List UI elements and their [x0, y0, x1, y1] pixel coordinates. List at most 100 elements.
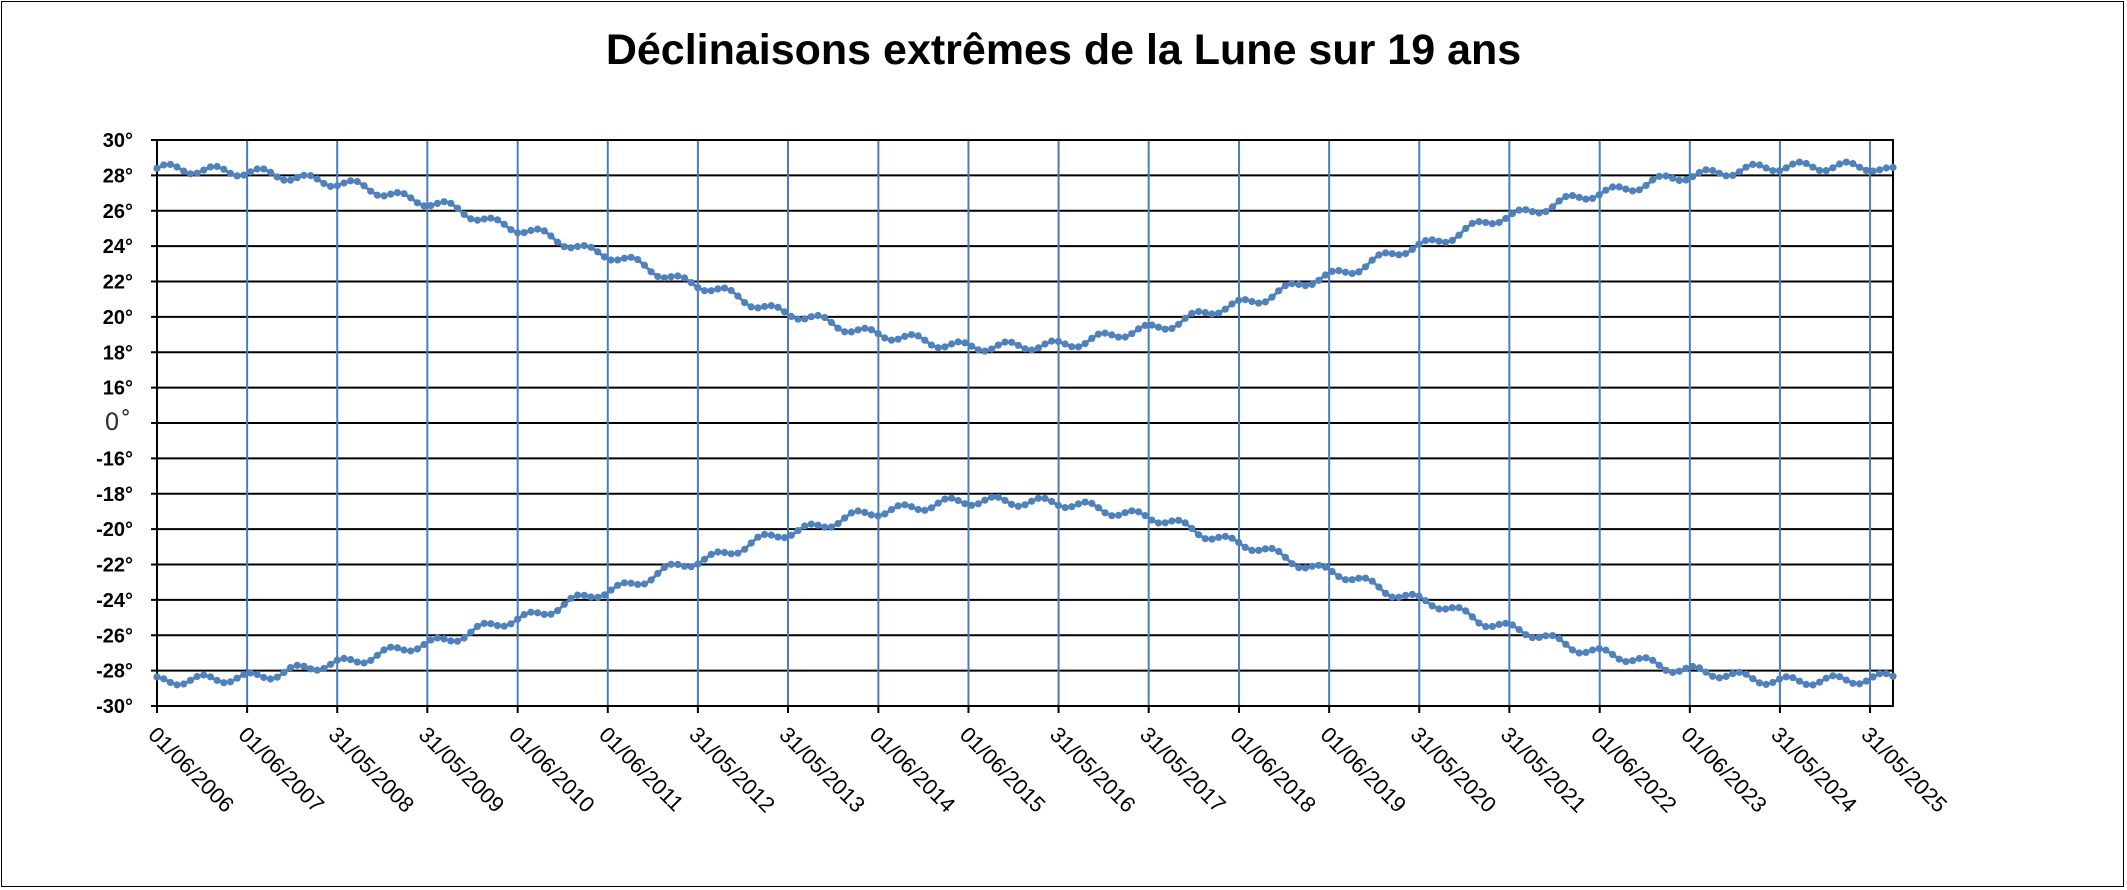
data-point	[627, 579, 635, 587]
data-point	[1889, 672, 1897, 680]
data-point	[320, 179, 328, 188]
data-point	[1368, 577, 1376, 585]
data-point	[687, 563, 695, 571]
data-point	[1435, 237, 1443, 245]
data-point	[547, 232, 555, 240]
x-tick-label: 31/05/2025	[1857, 722, 1953, 818]
data-point	[380, 192, 388, 200]
data-point	[821, 523, 829, 531]
data-point	[761, 530, 769, 539]
data-point	[647, 576, 655, 584]
data-point	[1575, 193, 1583, 201]
y-tick-label: 24°	[103, 236, 133, 258]
data-point	[1442, 605, 1450, 613]
data-point	[968, 342, 976, 350]
data-point	[1134, 508, 1143, 516]
data-point	[1722, 672, 1730, 681]
data-point	[1562, 193, 1570, 201]
data-point	[353, 658, 361, 666]
data-point	[340, 179, 348, 187]
data-point	[1702, 668, 1710, 676]
data-point	[1535, 633, 1543, 642]
data-point	[674, 272, 682, 280]
data-point	[527, 608, 535, 616]
data-point	[1862, 677, 1870, 685]
data-point	[160, 161, 168, 169]
data-point	[1121, 333, 1129, 341]
data-point	[1462, 224, 1470, 233]
data-point	[367, 187, 375, 195]
data-point	[1348, 576, 1356, 584]
data-point	[1301, 564, 1309, 572]
data-point	[400, 190, 408, 198]
data-point	[660, 274, 669, 282]
data-point	[1168, 517, 1176, 525]
data-point	[1735, 168, 1743, 176]
data-point	[1448, 604, 1456, 612]
data-point	[420, 640, 428, 649]
data-point	[1755, 161, 1764, 169]
data-point	[767, 302, 775, 310]
data-point	[1048, 497, 1056, 506]
data-point	[580, 591, 588, 599]
data-point	[1114, 333, 1123, 341]
data-point	[600, 591, 609, 599]
data-point	[1548, 632, 1557, 640]
x-tick-label: 31/05/2016	[1045, 722, 1141, 818]
data-point	[1028, 346, 1036, 354]
data-point	[1475, 619, 1483, 627]
data-point	[1308, 562, 1316, 570]
data-point	[253, 670, 261, 679]
data-point	[1742, 670, 1750, 678]
x-tick-label: 01/06/2018	[1226, 722, 1322, 818]
data-point	[1308, 280, 1316, 288]
data-point	[1682, 664, 1690, 672]
data-point	[473, 216, 482, 224]
data-point	[1348, 269, 1356, 278]
data-point	[961, 339, 969, 347]
data-point	[1388, 250, 1396, 258]
data-point	[1442, 238, 1450, 246]
data-point	[307, 665, 315, 673]
data-point	[1562, 640, 1570, 648]
data-point	[380, 646, 388, 654]
data-point	[1742, 163, 1750, 171]
y-tick-label: 18°	[103, 342, 133, 364]
data-point	[1382, 589, 1390, 598]
data-point	[273, 673, 281, 681]
x-tick-label: 31/05/2009	[414, 722, 510, 818]
data-point	[580, 242, 588, 250]
data-point	[961, 500, 969, 508]
data-point	[1475, 218, 1483, 226]
data-point	[1228, 534, 1236, 542]
data-point	[1041, 494, 1049, 502]
data-point	[1375, 251, 1383, 259]
data-point	[574, 242, 582, 251]
data-point	[413, 645, 421, 653]
data-point	[1215, 533, 1223, 542]
data-point	[1488, 220, 1496, 228]
data-point	[1709, 166, 1717, 175]
data-point	[307, 172, 315, 180]
data-point	[1508, 210, 1516, 218]
data-point	[667, 560, 675, 568]
data-point	[514, 229, 522, 237]
data-point	[360, 659, 368, 667]
data-point	[1195, 308, 1203, 316]
data-point	[1622, 658, 1630, 666]
data-point	[1208, 310, 1216, 318]
data-point	[293, 174, 301, 182]
data-point	[954, 496, 962, 505]
data-point	[1321, 563, 1330, 571]
data-point	[1508, 621, 1516, 629]
data-point	[787, 531, 795, 539]
data-point	[353, 177, 361, 186]
data-point	[1889, 163, 1897, 171]
data-point	[1775, 675, 1784, 683]
data-point	[213, 676, 221, 685]
data-point	[1328, 267, 1336, 275]
data-point	[1435, 605, 1443, 613]
y-tick-label: -26°	[96, 625, 133, 647]
data-point	[233, 674, 241, 682]
data-point	[1502, 619, 1510, 627]
